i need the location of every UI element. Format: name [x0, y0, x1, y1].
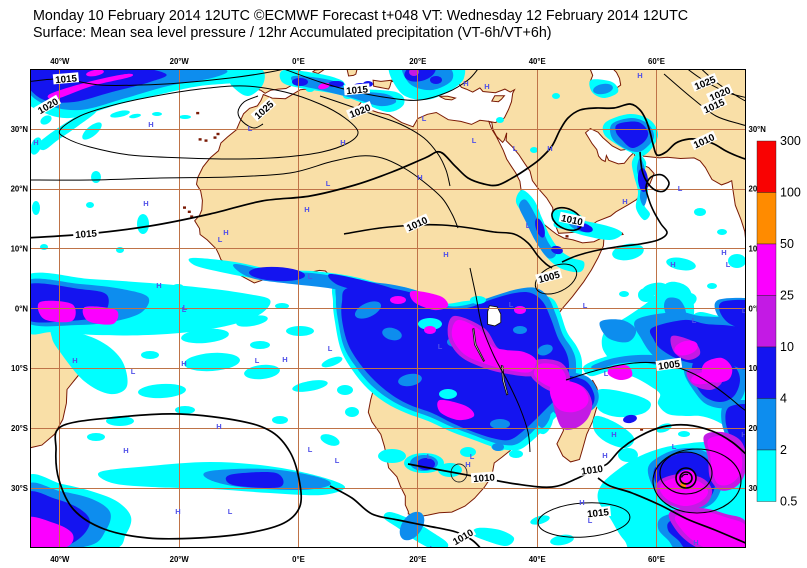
svg-text:H: H: [340, 138, 345, 147]
svg-text:L: L: [470, 452, 475, 461]
svg-text:L: L: [742, 306, 747, 315]
svg-text:10°N: 10°N: [11, 245, 29, 254]
svg-text:H: H: [547, 144, 552, 153]
svg-text:2: 2: [780, 443, 787, 457]
svg-text:L: L: [583, 301, 588, 310]
svg-text:L: L: [255, 356, 260, 365]
svg-text:H: H: [622, 197, 627, 206]
svg-text:H: H: [465, 460, 470, 469]
svg-text:L: L: [472, 136, 477, 145]
svg-text:40°E: 40°E: [529, 555, 546, 564]
svg-text:20°E: 20°E: [409, 57, 426, 66]
svg-text:H: H: [223, 228, 228, 237]
svg-text:L: L: [248, 124, 253, 133]
svg-text:0°N: 0°N: [15, 304, 28, 313]
svg-text:H: H: [148, 120, 153, 129]
svg-text:1015: 1015: [55, 73, 78, 86]
svg-text:H: H: [602, 451, 607, 460]
svg-text:Surface: Mean sea level pressu: Surface: Mean sea level pressure / 12hr …: [33, 25, 552, 41]
svg-text:0°N: 0°N: [749, 304, 762, 313]
svg-text:H: H: [417, 173, 422, 182]
svg-text:L: L: [692, 316, 697, 325]
svg-text:L: L: [131, 367, 136, 376]
svg-text:H: H: [304, 205, 309, 214]
svg-text:1005: 1005: [658, 359, 682, 373]
svg-text:10: 10: [780, 340, 794, 354]
svg-text:L: L: [182, 305, 187, 314]
svg-text:L: L: [430, 544, 435, 553]
svg-text:0°E: 0°E: [292, 555, 305, 564]
svg-text:L: L: [438, 342, 443, 351]
svg-text:H: H: [443, 250, 448, 259]
svg-text:1010: 1010: [581, 464, 605, 478]
svg-text:0.5: 0.5: [780, 495, 797, 509]
svg-text:H: H: [216, 422, 221, 431]
svg-text:Monday 10 February 2014 12UTC: Monday 10 February 2014 12UTC ©ECMWF For…: [33, 8, 688, 24]
svg-text:L: L: [335, 456, 340, 465]
svg-text:L: L: [422, 114, 427, 123]
svg-text:0°E: 0°E: [292, 57, 305, 66]
svg-text:1015: 1015: [587, 507, 610, 520]
svg-text:L: L: [326, 179, 331, 188]
svg-text:100: 100: [780, 186, 801, 200]
svg-text:H: H: [484, 82, 489, 91]
svg-text:H: H: [637, 71, 642, 80]
svg-text:L: L: [672, 442, 677, 451]
svg-text:H: H: [741, 430, 746, 439]
svg-text:25: 25: [780, 289, 794, 303]
svg-text:300: 300: [780, 134, 801, 148]
svg-text:H: H: [181, 359, 186, 368]
svg-text:10°S: 10°S: [11, 364, 28, 373]
svg-text:L: L: [513, 144, 518, 153]
svg-text:L: L: [604, 369, 609, 378]
svg-text:4: 4: [780, 392, 787, 406]
svg-text:L: L: [509, 300, 514, 309]
svg-text:H: H: [33, 138, 38, 147]
svg-text:40°W: 40°W: [50, 555, 70, 564]
svg-text:H: H: [463, 79, 468, 88]
svg-text:H: H: [282, 355, 287, 364]
svg-text:30°N: 30°N: [749, 125, 767, 134]
svg-text:20°N: 20°N: [11, 185, 29, 194]
svg-text:H: H: [579, 498, 584, 507]
svg-text:60°E: 60°E: [648, 57, 665, 66]
svg-text:30°N: 30°N: [11, 125, 29, 134]
svg-text:20°S: 20°S: [11, 424, 28, 433]
svg-text:40°E: 40°E: [529, 57, 546, 66]
svg-text:L: L: [228, 507, 233, 516]
svg-text:20°E: 20°E: [409, 555, 426, 564]
svg-text:H: H: [611, 430, 616, 439]
svg-text:40°W: 40°W: [50, 57, 70, 66]
svg-text:H: H: [670, 260, 675, 269]
svg-text:L: L: [526, 221, 531, 230]
svg-text:L: L: [427, 452, 432, 461]
svg-text:1015: 1015: [346, 84, 369, 97]
svg-text:L: L: [588, 516, 593, 525]
svg-text:60°E: 60°E: [648, 555, 665, 564]
svg-text:L: L: [308, 272, 313, 281]
svg-text:1010: 1010: [560, 213, 584, 228]
svg-text:L: L: [308, 445, 313, 454]
svg-text:H: H: [175, 507, 180, 516]
svg-text:50: 50: [780, 237, 794, 251]
svg-text:L: L: [678, 184, 683, 193]
svg-text:H: H: [156, 281, 161, 290]
svg-text:H: H: [143, 199, 148, 208]
svg-text:20°W: 20°W: [170, 555, 190, 564]
svg-text:30°S: 30°S: [11, 484, 28, 493]
svg-text:L: L: [218, 235, 223, 244]
svg-text:H: H: [693, 538, 698, 547]
svg-text:20°W: 20°W: [170, 57, 190, 66]
svg-text:H: H: [72, 356, 77, 365]
svg-text:L: L: [183, 303, 188, 312]
svg-text:L: L: [726, 260, 731, 269]
svg-text:H: H: [123, 446, 128, 455]
svg-text:H: H: [721, 248, 726, 257]
svg-text:1015: 1015: [75, 229, 98, 242]
svg-text:L: L: [328, 344, 333, 353]
svg-text:1010: 1010: [473, 473, 496, 486]
